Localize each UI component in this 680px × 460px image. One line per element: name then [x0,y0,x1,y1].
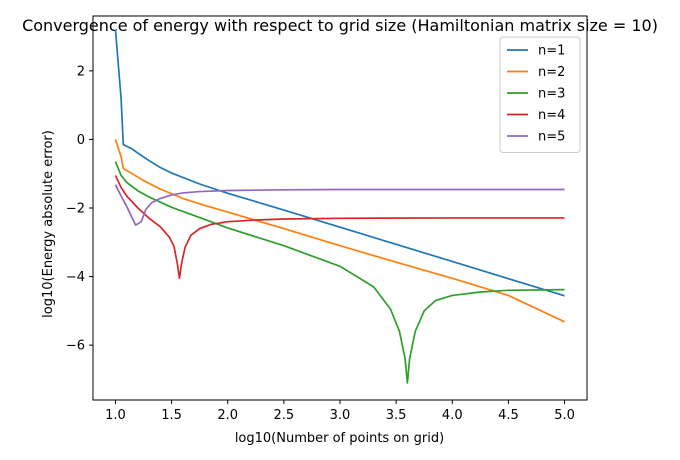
y-tick-label: 2 [77,64,85,79]
series-line-4 [114,175,565,280]
y-axis-ticks: −6 −4 −2 0 2 [66,64,93,354]
legend-label: n=1 [538,44,565,59]
legend-label: n=3 [538,87,565,102]
x-tick-label: 4.5 [498,408,519,423]
series-line-2 [114,139,565,323]
x-tick-label: 4.0 [442,408,463,423]
legend-box [499,36,581,153]
y-tick-label: −4 [66,270,85,285]
legend-label: n=2 [538,65,565,80]
series-line-5 [114,184,565,226]
x-tick-label: 5.0 [554,408,575,423]
x-tick-label: 3.0 [330,408,351,423]
x-axis-ticks: 1.0 1.5 2.0 2.5 3.0 3.5 4.0 4.5 5.0 [105,400,575,423]
y-axis-label: log10(Energy absolute error) [41,130,56,318]
x-tick-label: 3.5 [386,408,407,423]
series-line-1 [114,29,565,297]
x-tick-label: 1.5 [161,408,182,423]
legend-label: n=4 [538,108,565,123]
plot-frame [92,15,588,401]
x-tick-label: 2.5 [274,408,295,423]
legend: n=1 n=2 n=3 n=4 n=5 [499,36,581,153]
y-tick-label: −6 [66,339,85,354]
x-tick-label: 1.0 [105,408,126,423]
x-axis-label: log10(Number of points on grid) [235,431,444,446]
legend-label: n=5 [538,130,565,145]
chart-title: Convergence of energy with respect to gr… [22,16,658,35]
x-tick-label: 2.0 [217,408,238,423]
y-tick-label: 0 [77,133,85,148]
plot-lines [114,29,565,384]
y-tick-label: −2 [66,202,85,217]
series-line-3 [114,161,565,384]
